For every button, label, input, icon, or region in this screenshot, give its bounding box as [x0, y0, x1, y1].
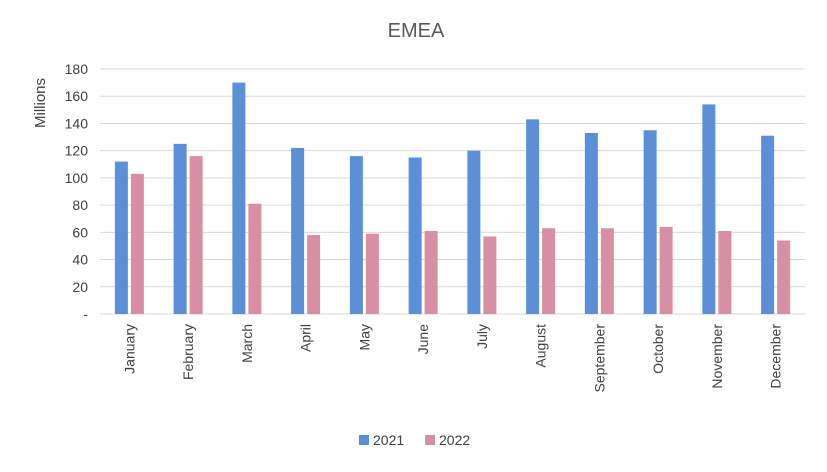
bar-2021-february — [173, 143, 187, 314]
bar-2022-february — [189, 156, 203, 314]
y-tick-label: 60 — [72, 224, 88, 240]
x-tick-label: November — [709, 324, 725, 389]
legend-swatch-2022 — [425, 435, 435, 445]
bar-2022-january — [130, 173, 144, 314]
x-tick-label: August — [533, 324, 549, 368]
bar-2021-october — [643, 130, 657, 314]
legend-swatch-2021 — [359, 435, 369, 445]
x-axis-ticks: January February March April May June July Augu… — [121, 324, 783, 393]
bar-2021-march — [232, 82, 246, 314]
bar-2022-august — [542, 228, 556, 314]
x-tick-label: February — [180, 324, 196, 380]
y-tick-label: 20 — [72, 279, 88, 295]
x-tick-label: April — [298, 324, 314, 352]
legend-label-2022: 2022 — [439, 432, 470, 448]
bar-2021-july — [467, 150, 481, 314]
bar-2022-december — [777, 240, 791, 314]
x-tick-label: June — [415, 324, 431, 355]
legend-label-2021: 2021 — [373, 432, 404, 448]
x-tick-label: September — [591, 324, 607, 393]
x-tick-label: December — [768, 324, 784, 389]
bar-2021-may — [349, 156, 363, 314]
y-axis-ticks: - 20 40 60 80 100 120 140 160 180 — [65, 61, 89, 322]
bar-2022-september — [600, 228, 614, 314]
bar-2021-november — [702, 104, 716, 314]
legend: 2021 2022 — [359, 432, 470, 448]
y-tick-label: 40 — [72, 252, 88, 268]
bar-2022-april — [307, 235, 321, 314]
bar-2021-december — [761, 135, 775, 314]
y-tick-label: 160 — [65, 88, 89, 104]
y-tick-label: 120 — [65, 143, 89, 159]
y-tick-label: - — [83, 306, 88, 322]
bar-2022-november — [718, 230, 732, 314]
y-axis-title: Millions — [32, 78, 49, 128]
bar-2021-august — [526, 119, 540, 314]
bars — [114, 82, 791, 314]
bar-2021-january — [114, 161, 128, 314]
y-tick-label: 100 — [65, 170, 89, 186]
bar-2022-october — [659, 226, 673, 314]
y-tick-label: 140 — [65, 115, 89, 131]
bar-2021-september — [584, 132, 598, 314]
x-tick-label: March — [239, 324, 255, 363]
chart-title: EMEA — [388, 20, 445, 42]
x-tick-label: January — [121, 324, 137, 374]
x-tick-label: May — [356, 324, 372, 350]
bar-2022-march — [248, 203, 262, 314]
gridlines — [100, 68, 805, 315]
y-tick-label: 180 — [65, 61, 89, 77]
bar-2022-june — [424, 230, 438, 314]
bar-2021-april — [291, 147, 305, 314]
y-tick-label: 80 — [72, 197, 88, 213]
x-tick-label: October — [650, 324, 666, 374]
bar-2021-june — [408, 157, 422, 314]
bar-2022-may — [365, 233, 379, 314]
x-tick-label: July — [474, 324, 490, 349]
bar-2022-july — [483, 236, 497, 314]
